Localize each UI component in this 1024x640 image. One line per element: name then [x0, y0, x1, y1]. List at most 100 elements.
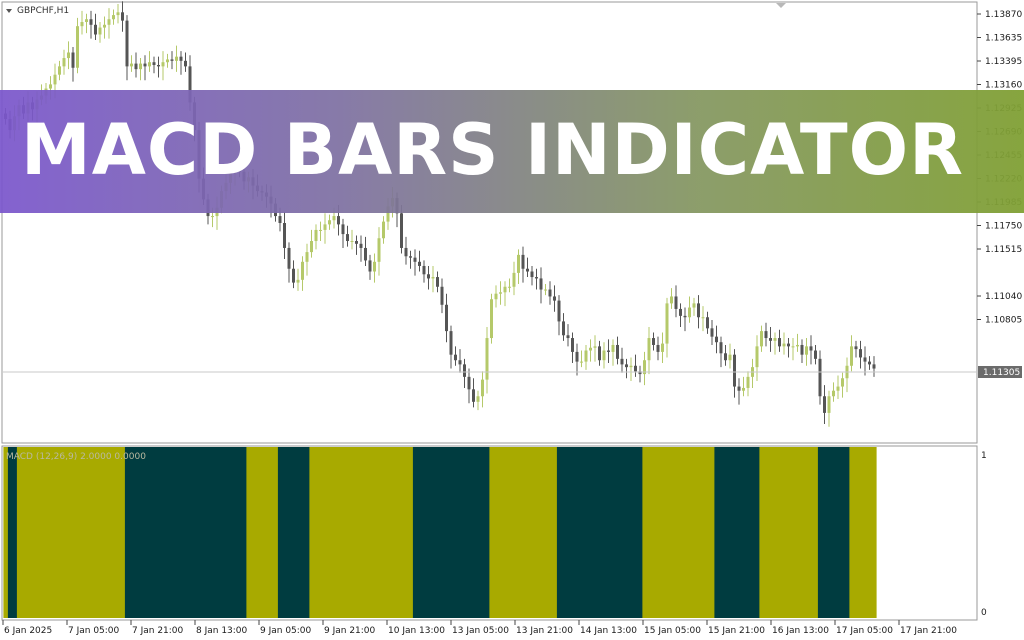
candle-body: [364, 247, 367, 261]
current-price-tag: [978, 366, 1022, 378]
candle-body: [373, 261, 376, 272]
candle-body: [418, 261, 421, 266]
candle-body: [562, 321, 565, 336]
macd-bar: [129, 447, 135, 618]
candle-body: [602, 350, 606, 361]
price-label: 1.11040: [985, 292, 1022, 302]
macd-bar: [282, 447, 288, 618]
macd-bar: [516, 447, 522, 618]
candle-body: [652, 338, 655, 345]
macd-bar: [817, 447, 823, 618]
macd-bar: [498, 447, 504, 618]
macd-bar: [133, 447, 139, 618]
macd-bar: [795, 447, 801, 618]
candle-body: [692, 303, 696, 308]
candle-body: [859, 349, 862, 358]
macd-bar: [529, 447, 535, 618]
candle-body: [80, 22, 84, 27]
macd-bar: [624, 447, 630, 618]
macd-bar: [669, 447, 675, 618]
macd-bar: [367, 447, 373, 618]
time-label: 9 Jan 05:00: [260, 626, 312, 636]
candle-body: [868, 361, 871, 365]
macd-bar: [7, 447, 13, 618]
macd-bar: [84, 447, 90, 618]
candle-body: [125, 20, 129, 67]
macd-bar: [403, 447, 409, 618]
candle-body: [634, 365, 637, 372]
macd-bar: [570, 447, 576, 618]
macd-bar: [592, 447, 598, 618]
macd-bar: [300, 447, 306, 618]
candle-body: [706, 317, 709, 329]
candle-body: [715, 336, 718, 343]
main-pane[interactable]: GBPCHF,H1: [1, 1, 978, 444]
candle-body: [823, 396, 826, 413]
macd-bar: [106, 447, 112, 618]
candle-body: [467, 376, 471, 390]
macd-bar: [727, 447, 733, 618]
macd-bar: [295, 447, 301, 618]
candle-body: [58, 66, 61, 75]
candle-body: [544, 289, 547, 291]
candle-body: [535, 277, 538, 279]
candle-body: [305, 252, 309, 262]
macd-bar: [214, 447, 220, 618]
macd-bar: [160, 447, 166, 618]
macd-bar: [786, 447, 792, 618]
macd-bar: [534, 447, 540, 618]
shift-marker-icon[interactable]: [776, 3, 786, 8]
time-axis[interactable]: 6 Jan 2025 7 Jan 05:00 7 Jan 21:00 8 Jan 13…: [2, 620, 957, 636]
current-price-value: 1.11305: [983, 368, 1020, 378]
macd-bar: [633, 447, 639, 618]
indicator-pane[interactable]: MACD (12,26,9) 2.0000 0.0000 1 0: [1, 445, 987, 621]
candle-body: [85, 19, 88, 23]
candle-body: [310, 241, 313, 253]
candle-body: [112, 15, 115, 20]
time-label: 17 Jan 21:00: [900, 626, 957, 636]
title-banner: MACD BARS INDICATOR: [0, 90, 1024, 213]
candle-body: [638, 371, 642, 375]
macd-bar: [588, 447, 594, 618]
candle-body: [854, 346, 858, 350]
macd-bar: [304, 447, 310, 618]
macd-bar: [660, 447, 666, 618]
candle-body: [548, 289, 552, 297]
candle-body: [683, 315, 687, 318]
macd-bar: [781, 447, 787, 618]
macd-bar: [718, 447, 724, 618]
symbol-menu-icon[interactable]: [6, 9, 12, 13]
time-label: 6 Jan 2025: [4, 626, 52, 636]
macd-bar: [385, 447, 391, 618]
price-label: 1.10805: [985, 316, 1022, 326]
macd-bar: [246, 447, 252, 618]
candle-body: [481, 379, 484, 397]
macd-bar: [804, 447, 810, 618]
macd-bar: [192, 447, 198, 618]
macd-bar: [169, 447, 175, 618]
candle-body: [737, 386, 741, 391]
candle-body: [629, 365, 633, 368]
macd-bar: [264, 447, 270, 618]
macd-bar: [93, 447, 99, 618]
candle-body: [89, 19, 93, 25]
main-pane-frame: [1, 1, 978, 444]
candle-body: [296, 279, 300, 283]
candle-body: [103, 24, 106, 28]
candle-body: [341, 224, 345, 235]
candle-body: [436, 277, 439, 287]
macd-bar: [700, 447, 706, 618]
macd-bar: [547, 447, 553, 618]
candle-body: [377, 238, 381, 262]
macd-bar: [336, 447, 342, 618]
macd-bar: [583, 447, 589, 618]
candle-body: [728, 354, 732, 361]
banner-title: MACD BARS INDICATOR: [21, 109, 964, 191]
candle-body: [152, 62, 156, 65]
macd-bar: [277, 447, 283, 618]
macd-bar: [115, 447, 121, 618]
candle-body: [832, 390, 835, 397]
macd-bar: [543, 447, 549, 618]
candle-body: [49, 84, 52, 89]
